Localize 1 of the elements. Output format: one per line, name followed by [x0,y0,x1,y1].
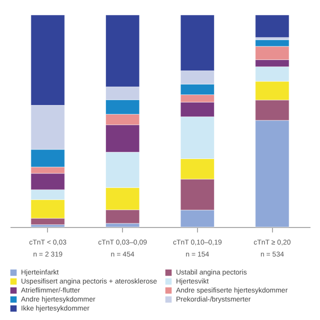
bar [255,14,290,38]
